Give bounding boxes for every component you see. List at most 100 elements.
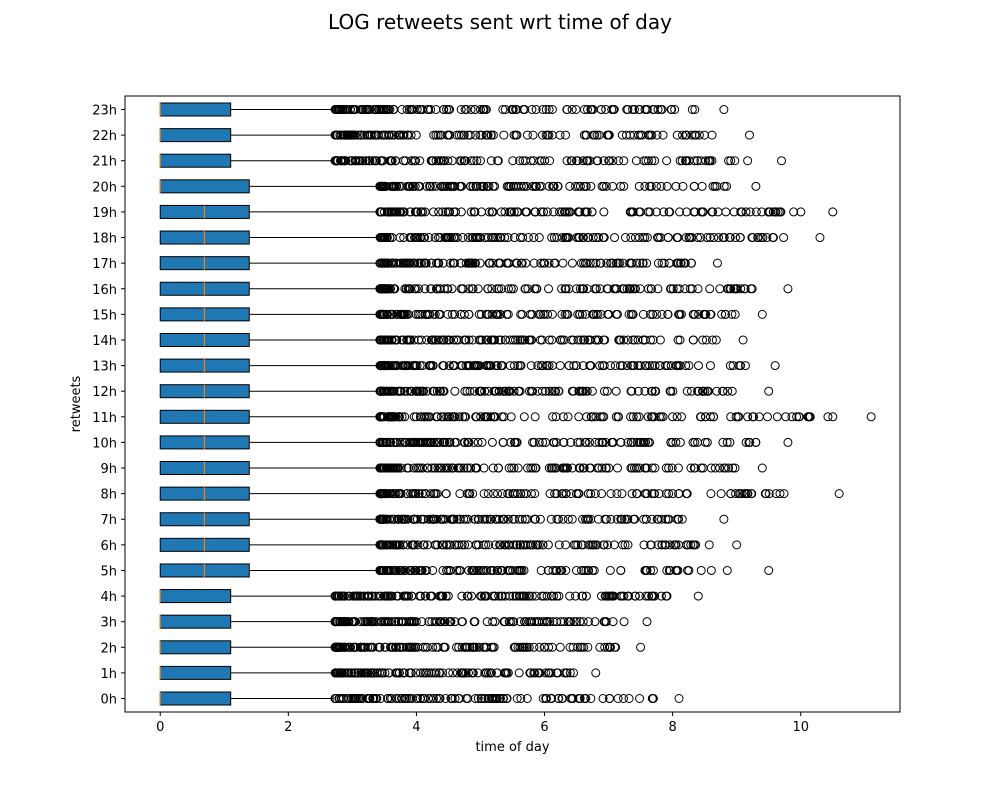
outlier-point (413, 540, 423, 550)
outlier-point (375, 284, 385, 294)
y-tick-label: 7h (100, 513, 117, 528)
outlier-point (663, 233, 673, 243)
outlier-point (535, 156, 545, 166)
outlier-point (509, 386, 519, 396)
outlier-point (383, 105, 393, 114)
outlier-point (658, 130, 668, 140)
outlier-point (547, 591, 557, 601)
outlier-point (672, 233, 682, 243)
outlier-point (408, 489, 418, 499)
outlier-point (503, 565, 513, 575)
outlier-point (645, 361, 655, 371)
outlier-point (476, 591, 486, 601)
outlier-point (330, 156, 340, 166)
outlier-point (698, 386, 708, 396)
outlier-point (718, 386, 728, 396)
outlier-point (556, 335, 566, 345)
outlier-point (359, 668, 369, 678)
outlier-point (638, 335, 648, 345)
outlier-point (585, 258, 595, 268)
outlier-point (554, 540, 564, 550)
outlier-point (398, 130, 408, 140)
outlier-point (375, 386, 385, 396)
outlier-point (599, 156, 609, 166)
outlier-point (700, 437, 710, 447)
outlier-point (527, 309, 537, 319)
outlier-point (365, 105, 375, 114)
outlier-point (498, 437, 508, 447)
outlier-point (765, 207, 775, 217)
outlier-point (696, 565, 706, 575)
outlier-point (673, 565, 683, 575)
outlier-point (697, 181, 707, 191)
outlier-point (331, 642, 341, 652)
outlier-point (388, 489, 398, 499)
outlier-point (443, 284, 453, 294)
outlier-point (460, 156, 470, 166)
outlier-point (721, 463, 731, 473)
outlier-point (376, 514, 386, 524)
outlier-point (490, 412, 500, 422)
outlier-point (557, 489, 567, 499)
outlier-point (376, 489, 386, 499)
outlier-point (456, 130, 466, 140)
outlier-point (724, 463, 734, 473)
outlier-point (527, 591, 537, 601)
outlier-point (429, 489, 439, 499)
outlier-point (356, 668, 366, 678)
outlier-point (463, 233, 473, 243)
outlier-point (350, 642, 360, 652)
outlier-point (575, 284, 585, 294)
outlier-point (486, 156, 496, 166)
outlier-point (751, 181, 761, 191)
outlier-point (487, 437, 497, 447)
outlier-point (465, 258, 475, 268)
outlier-point (728, 463, 738, 473)
outlier-point (409, 412, 419, 422)
outlier-point (480, 591, 490, 601)
outlier-point (503, 233, 513, 243)
outlier-point (488, 258, 498, 268)
outlier-point (552, 233, 562, 243)
outlier-point (528, 386, 538, 396)
outlier-point (350, 694, 360, 703)
outlier-point (619, 284, 629, 294)
outlier-point (599, 181, 609, 191)
outlier-point (659, 258, 669, 268)
outlier-point (434, 309, 444, 319)
outlier-point (561, 463, 571, 473)
outlier-point (730, 284, 740, 294)
outlier-point (461, 694, 471, 703)
outlier-point (335, 617, 345, 627)
outlier-point (731, 233, 741, 243)
outlier-point (502, 694, 512, 703)
outlier-point (530, 207, 540, 217)
outlier-point (610, 233, 620, 243)
outlier-point (672, 412, 682, 422)
outlier-point (636, 642, 646, 652)
outlier-point (494, 514, 504, 524)
outlier-point (557, 335, 567, 345)
outlier-point (423, 309, 433, 319)
outlier-point (514, 668, 524, 678)
outlier-point (405, 233, 415, 243)
outlier-point (568, 694, 578, 703)
outlier-point (688, 540, 698, 550)
outlier-point (382, 463, 392, 473)
outlier-point (439, 335, 449, 345)
outlier-point (643, 284, 653, 294)
outlier-point (402, 181, 412, 191)
outlier-point (515, 156, 525, 166)
outlier-point (656, 105, 666, 114)
outlier-point (595, 258, 605, 268)
outlier-point (382, 514, 392, 524)
outlier-point (549, 386, 559, 396)
outlier-point (632, 489, 642, 499)
outlier-point (473, 233, 483, 243)
outlier-point (422, 642, 432, 652)
outlier-point (466, 181, 476, 191)
outlier-point (436, 514, 446, 524)
outlier-point (500, 617, 510, 627)
outlier-point (571, 105, 581, 114)
outlier-point (338, 694, 348, 703)
